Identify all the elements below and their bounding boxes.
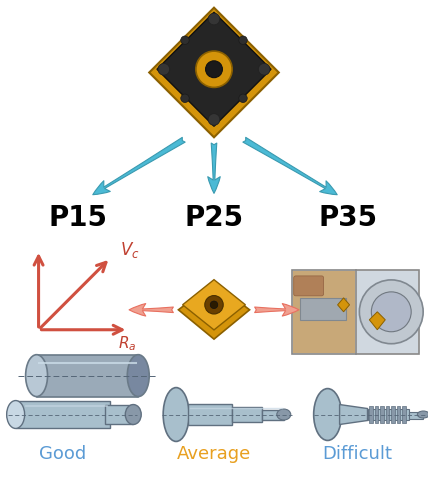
- Ellipse shape: [163, 387, 189, 442]
- Bar: [356, 271, 418, 353]
- Polygon shape: [340, 405, 368, 425]
- Bar: [188, 404, 232, 426]
- Text: Average: Average: [177, 446, 251, 464]
- Circle shape: [208, 13, 220, 25]
- Polygon shape: [149, 8, 279, 137]
- Text: Good: Good: [39, 446, 86, 464]
- Text: $R_a$: $R_a$: [118, 334, 137, 353]
- Bar: [375, 406, 378, 424]
- Circle shape: [158, 63, 169, 75]
- Bar: [391, 406, 395, 424]
- Text: $V_c$: $V_c$: [120, 240, 140, 260]
- Ellipse shape: [26, 355, 48, 397]
- Ellipse shape: [127, 355, 149, 397]
- Circle shape: [360, 280, 423, 344]
- Bar: [386, 406, 390, 424]
- Text: P25: P25: [184, 204, 244, 232]
- Circle shape: [205, 61, 222, 78]
- Text: P35: P35: [318, 204, 377, 232]
- Circle shape: [181, 36, 189, 44]
- Polygon shape: [369, 312, 385, 330]
- Bar: [300, 298, 346, 320]
- Ellipse shape: [7, 401, 24, 428]
- Bar: [397, 406, 400, 424]
- Circle shape: [239, 36, 247, 44]
- Circle shape: [208, 114, 220, 125]
- Bar: [292, 270, 419, 354]
- Polygon shape: [157, 12, 271, 126]
- Bar: [409, 411, 423, 419]
- Bar: [368, 408, 409, 421]
- Bar: [369, 406, 373, 424]
- Polygon shape: [183, 280, 245, 330]
- Bar: [262, 409, 284, 421]
- Circle shape: [372, 292, 411, 332]
- Ellipse shape: [277, 409, 291, 420]
- Polygon shape: [338, 298, 350, 312]
- Bar: [293, 271, 354, 353]
- Circle shape: [239, 94, 247, 102]
- Ellipse shape: [417, 411, 429, 418]
- Circle shape: [181, 94, 189, 102]
- Circle shape: [210, 301, 218, 308]
- Bar: [381, 406, 384, 424]
- Polygon shape: [178, 283, 250, 339]
- Bar: [232, 407, 262, 423]
- Ellipse shape: [314, 388, 341, 441]
- Circle shape: [196, 51, 232, 87]
- Bar: [402, 406, 406, 424]
- Circle shape: [258, 63, 270, 75]
- FancyBboxPatch shape: [294, 276, 323, 296]
- Bar: [36, 355, 138, 397]
- Bar: [106, 405, 133, 425]
- Ellipse shape: [125, 405, 141, 425]
- Text: Difficult: Difficult: [323, 446, 393, 464]
- Bar: [15, 401, 110, 428]
- Text: P15: P15: [49, 204, 108, 232]
- Circle shape: [205, 296, 223, 314]
